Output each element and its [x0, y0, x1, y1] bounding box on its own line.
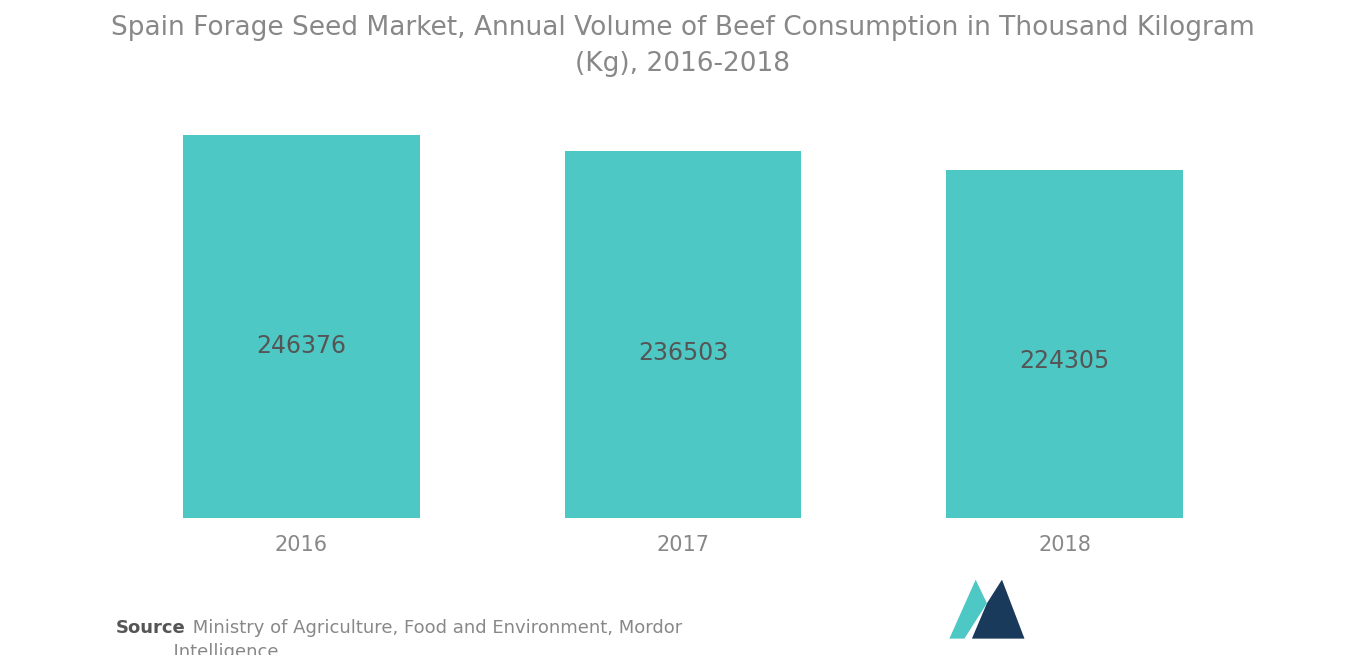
- Text: Intelligence: Intelligence: [116, 643, 279, 655]
- Bar: [947, 170, 1183, 518]
- Text: 224305: 224305: [1019, 349, 1109, 373]
- Title: Spain Forage Seed Market, Annual Volume of Beef Consumption in Thousand Kilogram: Spain Forage Seed Market, Annual Volume …: [111, 15, 1255, 77]
- Bar: [564, 151, 802, 518]
- Text: Source: Source: [116, 619, 186, 637]
- Text: 246376: 246376: [257, 334, 347, 358]
- Text: 236503: 236503: [638, 341, 728, 365]
- Text: Ministry of Agriculture, Food and Environment, Mordor: Ministry of Agriculture, Food and Enviro…: [187, 619, 683, 637]
- Bar: [183, 136, 419, 518]
- Polygon shape: [971, 580, 1024, 639]
- Polygon shape: [949, 580, 986, 639]
